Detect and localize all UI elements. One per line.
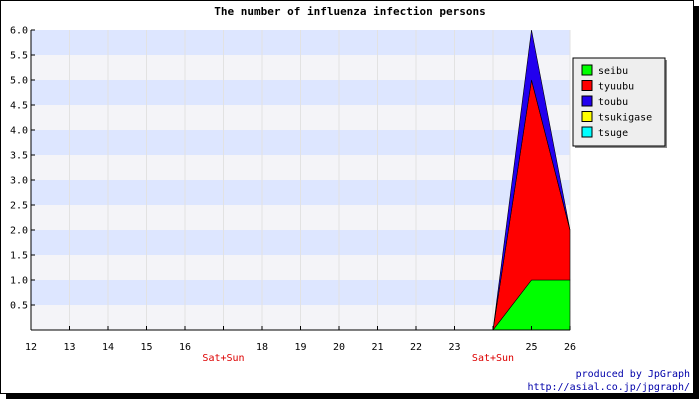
x-tick-label: 26 (564, 342, 576, 353)
x-tick-label-weekend: Sat+Sun (472, 353, 514, 364)
y-tick-label: 5.5 (10, 51, 28, 62)
legend-swatch-tsuge (581, 126, 593, 138)
x-tick-label: 16 (179, 342, 191, 353)
legend-swatch-tsukigase (581, 111, 593, 122)
legend-label-seibu: seibu (598, 66, 628, 77)
y-tick-label: 6.0 (10, 26, 28, 37)
y-tick-label: 5.0 (10, 76, 28, 87)
x-tick-label: 12 (25, 342, 37, 353)
x-tick-labels: 12 13 14 15 16 Sat+Sun 18 19 20 21 22 23 Sat+Sun 25 26 (25, 326, 576, 364)
legend: seibu tyuubu toubu tsukigase tsuge (572, 57, 667, 148)
x-tick-label: 19 (294, 342, 306, 353)
y-tick-label: 4.5 (10, 101, 28, 112)
x-tick-label: 23 (448, 342, 460, 353)
x-tick-label: 20 (333, 342, 345, 353)
credit-line-2[interactable]: http://asial.co.jp/jpgraph/ (527, 382, 690, 393)
y-tick-label: 3.5 (10, 151, 28, 162)
x-tick-label: 25 (525, 342, 537, 353)
x-tick-label: 18 (256, 342, 268, 353)
y-tick-label: 1.0 (10, 276, 28, 287)
frame-shadow-bottom (6, 394, 699, 399)
y-tick-label: 1.5 (10, 251, 28, 262)
legend-label-tsukigase: tsukigase (598, 113, 652, 124)
chart-title: The number of influenza infection person… (214, 5, 486, 18)
x-tick-label: 14 (102, 342, 114, 353)
legend-label-tsuge: tsuge (598, 128, 628, 139)
y-tick-label: 4.0 (10, 126, 28, 137)
y-tick-label: 3.0 (10, 176, 28, 187)
credit-line-1: produced by JpGraph (576, 369, 690, 380)
legend-label-tyuubu: tyuubu (598, 82, 634, 93)
x-tick-label-weekend: Sat+Sun (202, 353, 244, 364)
y-tick-label: 2.5 (10, 201, 28, 212)
x-tick-label: 21 (371, 342, 383, 353)
frame-shadow-right (694, 6, 699, 399)
legend-label-toubu: toubu (598, 97, 628, 108)
legend-swatch-tyuubu (581, 80, 593, 91)
x-tick-label: 15 (140, 342, 152, 353)
legend-swatch-toubu (581, 95, 593, 107)
legend-swatch-seibu (581, 64, 593, 76)
y-tick-label: 0.5 (10, 301, 28, 312)
y-tick-label: 2.0 (10, 226, 28, 237)
x-tick-label: 13 (63, 342, 75, 353)
y-tick-labels: 0.5 1.0 1.5 2.0 2.5 3.0 3.5 4.0 4.5 5.0 5.5 6.0 (10, 26, 35, 312)
x-tick-label: 22 (410, 342, 422, 353)
